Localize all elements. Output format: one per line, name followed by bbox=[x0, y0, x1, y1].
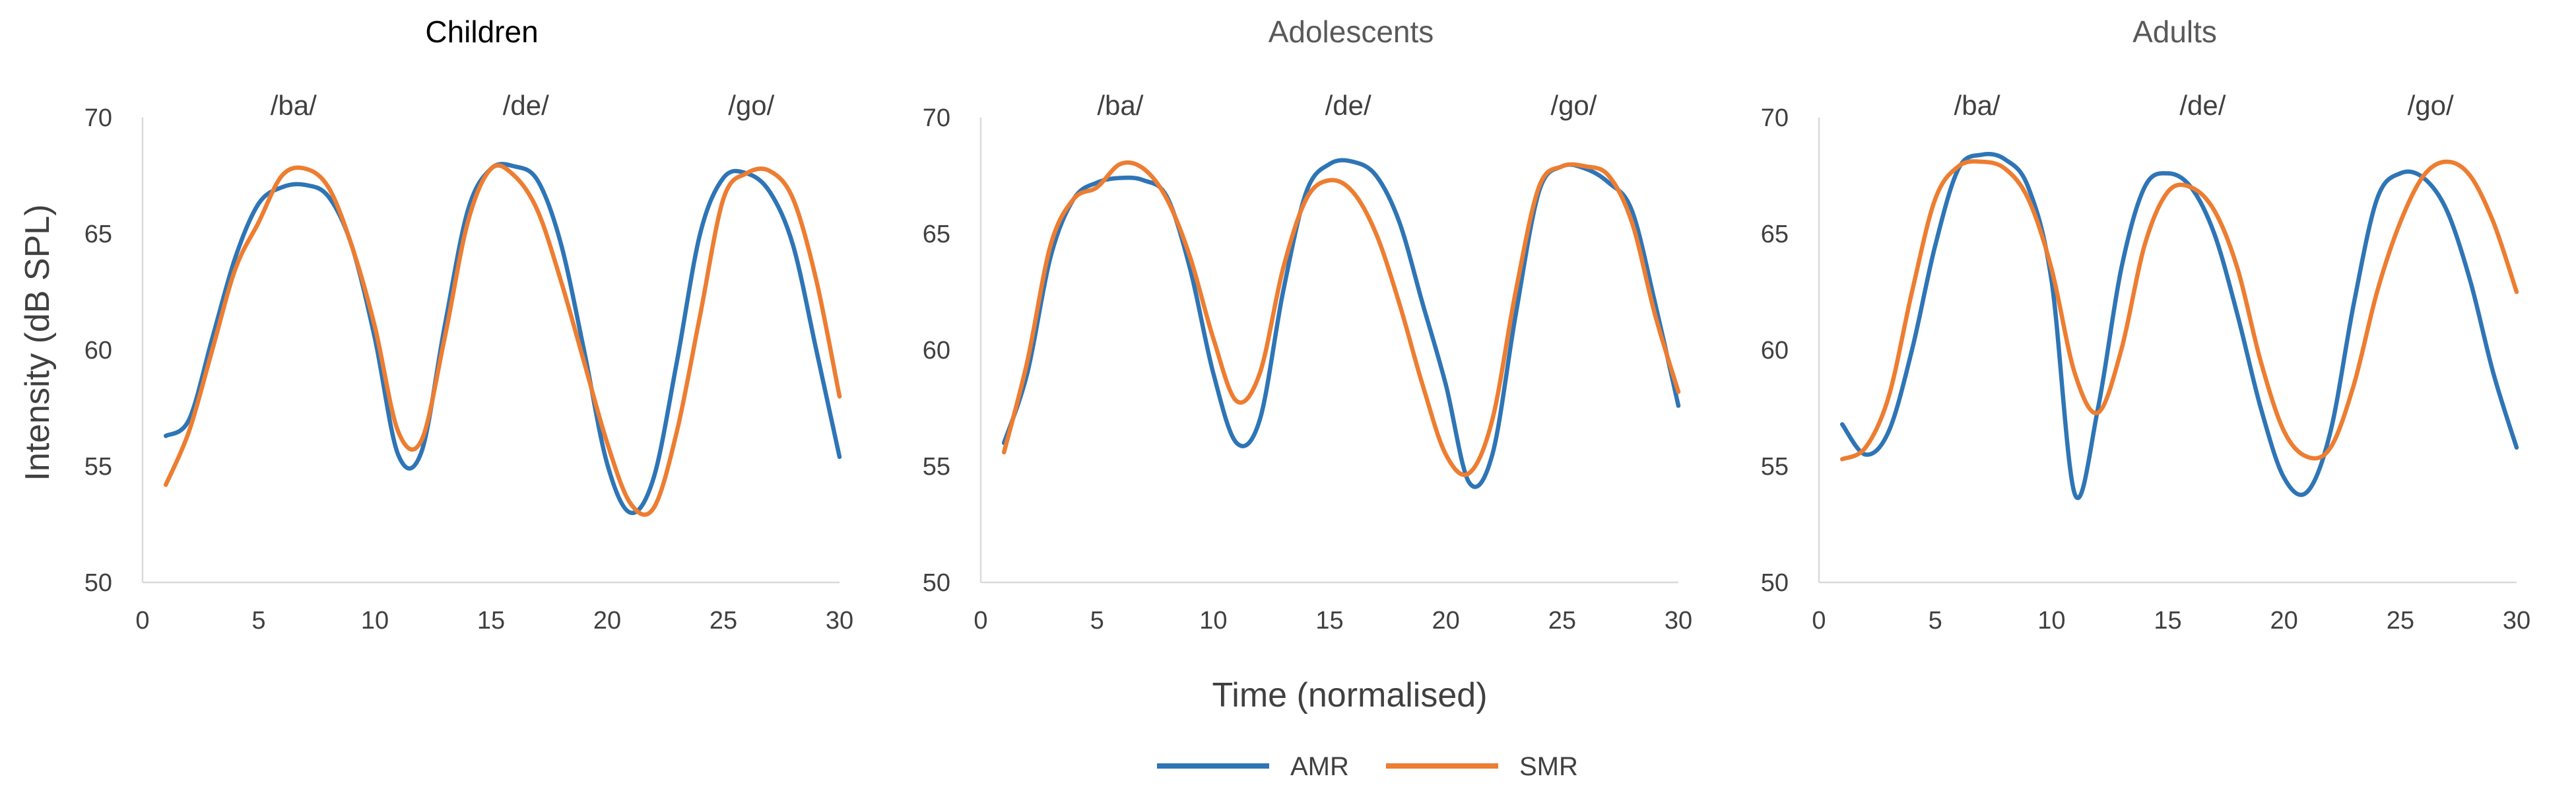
y-tick-label: 50 bbox=[1761, 569, 1789, 597]
legend-label-smr: SMR bbox=[1519, 752, 1578, 781]
panel-title: Adults bbox=[2132, 15, 2217, 49]
chart-panel-adolescents: Adolescents 50 55 60 65 70 0 5 10 15 20 25 30/ba/ /de… bbox=[923, 15, 1692, 635]
x-tick-label: 0 bbox=[1812, 607, 1826, 635]
x-tick-label: 5 bbox=[1929, 607, 1942, 635]
panel-title: Children bbox=[425, 15, 538, 49]
chart-panel-children: Children 50 55 60 65 70 0 5 10 15 20 25 30/ba/ /de/ /g… bbox=[84, 15, 853, 635]
x-tick-label: 5 bbox=[251, 607, 265, 635]
syllable-annotation: /ba/ bbox=[271, 90, 317, 121]
syllable-annotation: /go/ bbox=[2408, 90, 2454, 121]
x-tick-label: 30 bbox=[1665, 607, 1692, 635]
x-tick-label: 10 bbox=[1199, 607, 1227, 635]
x-axis-title: Time (normalised) bbox=[1212, 676, 1487, 714]
x-tick-label: 20 bbox=[2270, 607, 2298, 635]
series-line-amr bbox=[1001, 158, 1681, 489]
x-tick-label: 20 bbox=[1432, 607, 1460, 635]
y-tick-label: 60 bbox=[84, 337, 112, 364]
x-tick-label: 30 bbox=[2503, 607, 2530, 635]
syllable-annotation: /go/ bbox=[728, 90, 774, 121]
series-line-smr bbox=[1839, 159, 2519, 462]
syllable-annotation: /go/ bbox=[1550, 90, 1597, 121]
series-line-amr bbox=[163, 162, 842, 516]
y-tick-label: 70 bbox=[84, 104, 112, 132]
x-tick-label: 15 bbox=[1315, 607, 1343, 635]
x-tick-label: 25 bbox=[2387, 607, 2414, 635]
y-tick-label: 65 bbox=[1761, 221, 1789, 248]
y-tick-label: 70 bbox=[1761, 104, 1789, 132]
y-tick-label: 55 bbox=[923, 453, 950, 481]
x-tick-label: 5 bbox=[1090, 607, 1104, 635]
y-tick-label: 55 bbox=[1761, 453, 1789, 481]
legend-label-amr: AMR bbox=[1290, 752, 1349, 781]
series-line-amr bbox=[1839, 152, 2519, 501]
x-tick-label: 10 bbox=[2037, 607, 2065, 635]
x-tick-label: 20 bbox=[593, 607, 621, 635]
chart-panel-adults: Adults 50 55 60 65 70 0 5 10 15 20 25 30/ba/ /de/ /go/ bbox=[1761, 15, 2530, 635]
series-line-smr bbox=[163, 163, 842, 517]
x-tick-label: 10 bbox=[361, 607, 389, 635]
x-tick-label: 25 bbox=[1548, 607, 1576, 635]
syllable-annotation: /ba/ bbox=[1954, 90, 2000, 121]
y-tick-label: 55 bbox=[84, 453, 112, 481]
x-tick-label: 15 bbox=[477, 607, 505, 635]
y-tick-label: 70 bbox=[923, 104, 950, 132]
panel-title: Adolescents bbox=[1269, 15, 1434, 49]
x-tick-label: 0 bbox=[135, 607, 149, 635]
y-tick-label: 65 bbox=[923, 221, 950, 248]
x-tick-label: 15 bbox=[2154, 607, 2181, 635]
y-tick-label: 50 bbox=[923, 569, 950, 597]
x-tick-label: 25 bbox=[710, 607, 737, 635]
syllable-annotation: /de/ bbox=[1325, 90, 1371, 121]
series-line-smr bbox=[1001, 160, 1681, 477]
y-tick-label: 50 bbox=[84, 569, 112, 597]
y-tick-label: 60 bbox=[923, 337, 950, 364]
x-tick-label: 30 bbox=[826, 607, 853, 635]
x-tick-label: 0 bbox=[974, 607, 987, 635]
syllable-annotation: /de/ bbox=[503, 90, 549, 121]
y-tick-label: 60 bbox=[1761, 337, 1789, 364]
y-axis-title: Intensity (dB SPL) bbox=[18, 204, 57, 481]
syllable-annotation: /ba/ bbox=[1097, 90, 1143, 121]
syllable-annotation: /de/ bbox=[2179, 90, 2226, 121]
y-tick-label: 65 bbox=[84, 221, 112, 248]
legend: AMR SMR bbox=[1157, 752, 1578, 781]
